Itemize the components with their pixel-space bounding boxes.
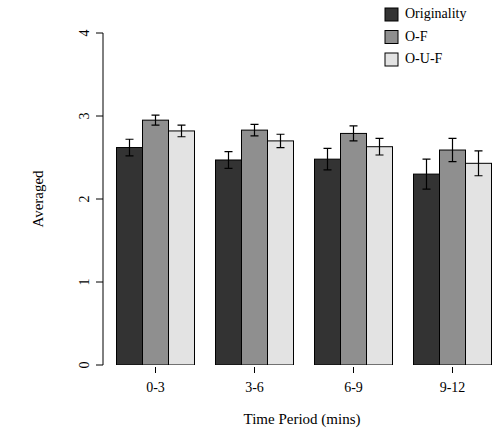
x-tick (155, 367, 156, 373)
bar (315, 159, 341, 365)
y-tick (96, 33, 103, 34)
x-axis-label: Time Period (mins) (244, 411, 361, 428)
legend-swatch (385, 53, 398, 66)
error-bar (449, 138, 457, 161)
bar (268, 141, 294, 365)
bar (242, 130, 268, 365)
y-tick-label: 0 (77, 362, 92, 369)
x-tick-label: 3-6 (245, 380, 264, 395)
bar (216, 160, 242, 365)
error-bar (423, 159, 431, 189)
y-tick-label: 4 (77, 30, 92, 37)
y-tick (96, 199, 103, 200)
legend-swatch (385, 31, 398, 44)
chart: 0 1 2 3 4 Averaged Time Period (mins) 0-3 3-6 6-9… (0, 0, 500, 440)
y-tick (96, 116, 103, 117)
x-tick (452, 367, 453, 373)
error-bar (178, 125, 186, 137)
error-bar (152, 115, 160, 125)
x-tick-label: 6-9 (344, 380, 363, 395)
bar (169, 131, 195, 365)
y-tick (96, 282, 103, 283)
error-bar (251, 124, 259, 136)
error-bar (324, 148, 332, 170)
bar (414, 174, 440, 365)
bar (367, 147, 393, 365)
legend-label: Originality (405, 6, 466, 21)
error-bar (126, 139, 134, 156)
error-bar (376, 138, 384, 155)
x-tick (353, 367, 354, 373)
x-tick (254, 367, 255, 373)
bar (466, 163, 492, 365)
error-bar (350, 126, 358, 141)
y-tick-label: 1 (77, 279, 92, 286)
y-tick-label: 3 (77, 113, 92, 120)
error-bar (225, 152, 233, 169)
x-tick-label: 9-12 (440, 380, 466, 395)
bar (143, 120, 169, 365)
bar (440, 150, 466, 365)
legend-label: O-U-F (405, 51, 443, 66)
error-bar (475, 151, 483, 176)
bars (117, 115, 492, 365)
legend-swatch (385, 8, 398, 21)
x-tick-label: 0-3 (146, 380, 165, 395)
bar (117, 148, 143, 365)
bar (341, 133, 367, 365)
error-bar (277, 134, 285, 147)
y-axis-label: Averaged (30, 170, 46, 228)
legend-label: O-F (405, 29, 428, 44)
y-tick-label: 2 (77, 196, 92, 203)
y-tick (96, 365, 103, 366)
